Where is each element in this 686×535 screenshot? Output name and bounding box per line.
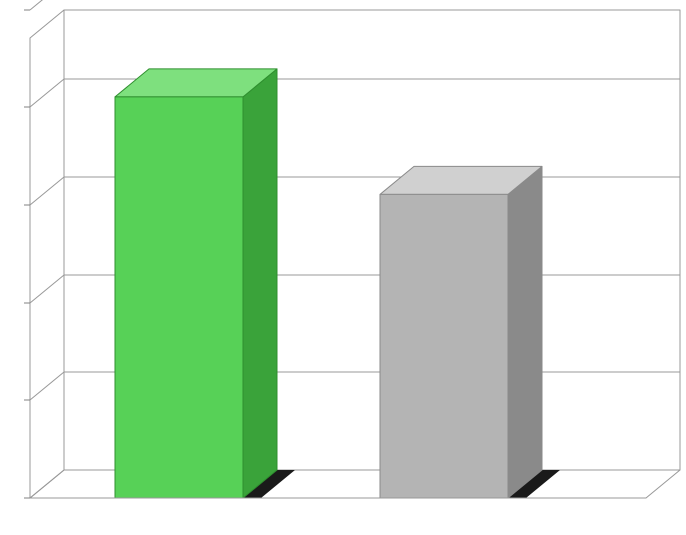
bar-chart-3d	[0, 0, 686, 535]
